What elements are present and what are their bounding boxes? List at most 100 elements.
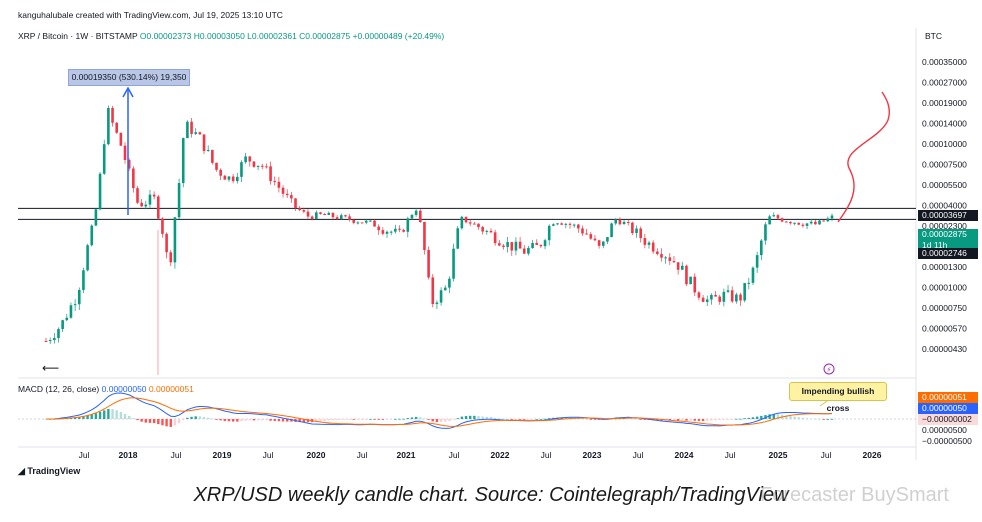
candle-body bbox=[443, 287, 447, 291]
candle-body bbox=[94, 209, 98, 226]
macd-histogram-bar bbox=[444, 419, 447, 422]
macd-histogram-bar bbox=[327, 419, 330, 421]
macd-histogram-bar bbox=[593, 419, 597, 420]
candle-body bbox=[260, 165, 264, 167]
candle-body bbox=[656, 251, 659, 254]
macd-histogram-bar bbox=[119, 411, 123, 419]
candle-body bbox=[132, 168, 135, 189]
candle-body bbox=[614, 219, 618, 224]
candle-body bbox=[377, 226, 380, 231]
candle-body bbox=[156, 196, 160, 219]
macd-histogram-bar bbox=[206, 417, 210, 419]
macd-axis-lower: −0.00000500 bbox=[922, 436, 972, 446]
x-tick-label: Jul bbox=[633, 450, 644, 460]
macd-histogram-bar bbox=[726, 419, 730, 420]
macd-histogram-bar bbox=[797, 417, 800, 419]
candle-body bbox=[48, 340, 52, 342]
x-tick-label: Jul bbox=[357, 450, 368, 460]
candle-body bbox=[468, 222, 472, 224]
macd-histogram-bar bbox=[240, 419, 243, 422]
macd-histogram-bar bbox=[277, 419, 281, 422]
candle-body bbox=[581, 228, 584, 234]
candle-body bbox=[593, 238, 597, 241]
macd-histogram-bar bbox=[523, 419, 526, 420]
candle-body bbox=[61, 320, 64, 330]
macd-histogram-bar bbox=[676, 419, 680, 421]
candle-body bbox=[402, 229, 405, 232]
macd-histogram-bar bbox=[360, 419, 364, 420]
candle-body bbox=[705, 299, 709, 302]
candle-body bbox=[639, 228, 642, 239]
macd-histogram-bar bbox=[764, 415, 767, 419]
candle-body bbox=[290, 195, 293, 199]
macd-histogram-bar bbox=[219, 419, 222, 421]
candle-body bbox=[498, 243, 501, 246]
candle-body bbox=[589, 234, 593, 239]
macd-histogram-bar bbox=[793, 416, 796, 419]
macd-histogram-bar bbox=[319, 419, 322, 422]
candle-body bbox=[248, 156, 252, 162]
macd-histogram-bar bbox=[805, 418, 809, 420]
candle-body bbox=[647, 242, 651, 245]
y-tick-label: 0.00005500 bbox=[922, 180, 967, 190]
candle-body bbox=[606, 237, 609, 242]
candle-body bbox=[394, 228, 397, 232]
macd-histogram-bar bbox=[302, 419, 306, 423]
macd-histogram-bar bbox=[132, 418, 135, 419]
candle-body bbox=[152, 194, 156, 197]
macd-histogram-bar bbox=[772, 413, 775, 419]
candle-body bbox=[136, 188, 139, 203]
macd-histogram-bar bbox=[298, 419, 301, 423]
macd-histogram-bar bbox=[323, 419, 326, 421]
macd-histogram-bar bbox=[356, 419, 360, 420]
candle-body bbox=[344, 215, 347, 217]
macd-histogram-bar bbox=[710, 419, 713, 421]
macd-histogram-bar bbox=[152, 419, 156, 424]
candle-body bbox=[315, 212, 318, 219]
x-tick-label: 2019 bbox=[213, 450, 232, 460]
macd-histogram-bar bbox=[256, 419, 260, 421]
candle-body bbox=[406, 218, 410, 232]
candle-body bbox=[252, 161, 256, 167]
macd-histogram-bar bbox=[735, 418, 738, 420]
macd-histogram-bar bbox=[489, 417, 493, 419]
candle-body bbox=[161, 218, 164, 234]
macd-histogram-bar bbox=[419, 417, 422, 419]
candle-body bbox=[140, 202, 143, 207]
candle-body bbox=[710, 294, 713, 300]
candle-body bbox=[481, 227, 484, 232]
macd-histogram-bar bbox=[161, 419, 164, 426]
macd-histogram-bar bbox=[826, 418, 830, 420]
macd-histogram-bar bbox=[169, 419, 172, 427]
macd-histogram-bar bbox=[743, 418, 746, 420]
x-tick-label: Jul bbox=[725, 450, 736, 460]
macd-histogram-bar bbox=[818, 418, 821, 420]
macd-histogram-bar bbox=[306, 419, 310, 423]
candle-body bbox=[211, 149, 214, 163]
candle-body bbox=[236, 176, 239, 182]
y-tick-label: 0.00010000 bbox=[922, 139, 967, 149]
candle-body bbox=[456, 228, 460, 249]
macd-histogram-bar bbox=[157, 419, 160, 425]
candle-body bbox=[439, 290, 443, 303]
x-tick-label: 2020 bbox=[307, 450, 326, 460]
candle-body bbox=[244, 156, 247, 163]
x-tick-label: 2024 bbox=[675, 450, 694, 460]
macd-histogram-bar bbox=[331, 419, 335, 421]
x-tick-label: Jul bbox=[541, 450, 552, 460]
macd-histogram-bar bbox=[315, 419, 318, 422]
candle-body bbox=[689, 276, 692, 285]
candle-body bbox=[277, 181, 281, 188]
macd-histogram-bar bbox=[173, 419, 177, 426]
macd-histogram-bar bbox=[136, 419, 139, 421]
macd-histogram-bar bbox=[810, 418, 813, 420]
macd-histogram-bar bbox=[335, 419, 339, 421]
x-tick-label: Jul bbox=[79, 450, 90, 460]
macd-histogram-bar bbox=[739, 418, 742, 420]
candle-body bbox=[735, 294, 738, 302]
macd-histogram-bar bbox=[581, 418, 584, 420]
y-tick-label: 0.00001000 bbox=[922, 283, 967, 293]
candle-body bbox=[780, 218, 784, 222]
macd-histogram-bar bbox=[672, 419, 676, 421]
lightning-icon-glyph: ⚡ bbox=[827, 366, 832, 374]
